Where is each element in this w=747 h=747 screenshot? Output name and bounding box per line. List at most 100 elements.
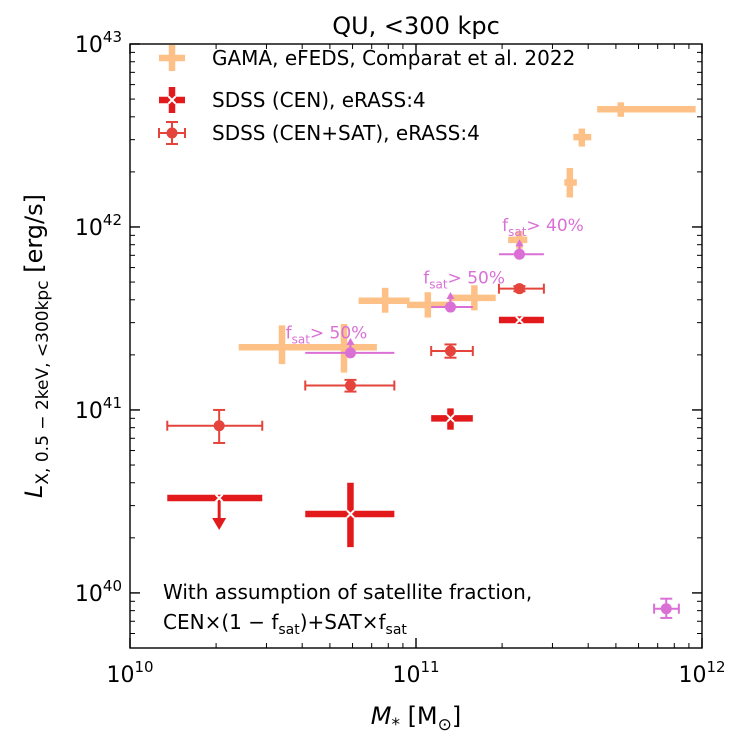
- legend-label: GAMA, eFEDS, Comparat et al. 2022: [212, 46, 575, 70]
- x-axis-label-text: M* [M⊙]: [371, 702, 462, 735]
- annot-value: > 50%: [310, 324, 367, 344]
- data-point-gama: [358, 287, 410, 313]
- data-point-fsat: [431, 292, 473, 313]
- annotations: fsat> 50%fsat> 50%fsat> 40%: [286, 216, 584, 347]
- annot-value: > 50%: [448, 269, 505, 289]
- series-cen: [167, 315, 544, 548]
- x-label-sub: *: [391, 715, 400, 735]
- data-point-gama: [597, 102, 696, 117]
- y-tick-label: 1041: [75, 394, 122, 424]
- tick-base: 10: [75, 33, 103, 58]
- note-seg: CEN×(1 − f: [163, 610, 279, 634]
- y-tick-label: 1042: [75, 211, 122, 241]
- chart-title: QU, <300 kpc: [332, 12, 500, 40]
- data-point-fsat: [498, 239, 544, 260]
- note-sub: sat: [278, 622, 300, 638]
- legend-item-cen: SDSS (CEN), eRASS:4: [159, 87, 426, 113]
- circle-marker: [660, 603, 672, 615]
- lower-limit-arrow: [346, 337, 355, 345]
- circle-marker: [513, 248, 525, 260]
- x-marker: [446, 414, 455, 423]
- circle-marker: [344, 347, 356, 359]
- x-tick-label: 1010: [106, 658, 153, 688]
- data-point-gama: [406, 292, 449, 318]
- data-point-gama: [573, 128, 592, 147]
- series-censat: [166, 283, 545, 444]
- data-point-fsat: [305, 337, 395, 359]
- data-point-cen: [305, 482, 395, 548]
- y-tick-label: 1043: [75, 28, 122, 58]
- x-tick-label: 1012: [678, 658, 725, 688]
- annot-sub: sat: [429, 278, 448, 292]
- tick-exponent: 40: [103, 577, 122, 595]
- tick-base: 10: [392, 663, 420, 688]
- data-point-censat: [166, 408, 264, 444]
- series-fsat: [305, 239, 680, 619]
- data-point-cen: [431, 408, 473, 430]
- tick-base: 10: [106, 663, 134, 688]
- tick-exponent: 42: [103, 211, 122, 229]
- annot-f: f: [286, 324, 293, 344]
- tick-base: 10: [678, 663, 706, 688]
- data-point-censat: [304, 378, 396, 393]
- y-tick-label: 1040: [75, 577, 122, 607]
- x-marker: [515, 315, 524, 325]
- annot-f: f: [423, 269, 430, 289]
- data-point-censat: [430, 343, 474, 359]
- y-label-sub: X, 0.5 − 2keV, <300kpc: [33, 280, 53, 484]
- legend-item-censat: SDSS (CEN+SAT), eRASS:4: [158, 121, 480, 145]
- tick-exponent: 43: [103, 28, 122, 46]
- x-axis-label: M* [M⊙]: [371, 702, 462, 735]
- lower-limit-arrow: [515, 239, 524, 247]
- data-point-cen: [498, 315, 544, 325]
- data-point-gama: [316, 323, 377, 373]
- y-label-unit: [erg/s]: [20, 194, 48, 280]
- x-tick-label: 1011: [392, 658, 439, 688]
- data-point-gama: [564, 168, 577, 198]
- y-axis-label: LX, 0.5 − 2keV, <300kpc [erg/s]: [20, 194, 53, 498]
- y-label-base: L: [20, 485, 48, 498]
- circle-marker: [513, 283, 525, 295]
- x-label-base: M: [371, 702, 392, 730]
- data-marks: [166, 102, 696, 619]
- y-axis-label-text: LX, 0.5 − 2keV, <300kpc [erg/s]: [20, 194, 53, 498]
- circle-marker: [444, 345, 456, 357]
- tick-base: 10: [75, 399, 103, 424]
- data-point-censat: [497, 283, 545, 295]
- legend-item-gama: GAMA, eFEDS, Comparat et al. 2022: [159, 45, 575, 71]
- legend: GAMA, eFEDS, Comparat et al. 2022 SDSS (C…: [158, 45, 575, 145]
- circle-marker: [213, 420, 225, 432]
- note-sub: sat: [386, 622, 408, 638]
- data-point-fsat: [653, 597, 680, 619]
- data-point-gama: [238, 325, 323, 365]
- lower-limit-arrow: [446, 292, 455, 300]
- x-label-unit-sub: ⊙: [438, 715, 452, 735]
- data-point-cen: [167, 493, 263, 531]
- note-seg: )+SAT×f: [300, 610, 387, 634]
- fsat-annotation: fsat> 40%: [502, 216, 584, 239]
- note-line-1: With assumption of satellite fraction,: [163, 580, 532, 604]
- annot-sub: sat: [508, 225, 527, 239]
- x-label-unit: [M: [400, 702, 438, 730]
- annot-f: f: [502, 216, 509, 236]
- legend-x-marker: [167, 95, 177, 105]
- note-line-2: CEN×(1 − fsat)+SAT×fsat: [163, 610, 407, 638]
- note-text: With assumption of satellite fraction, CE…: [163, 580, 532, 638]
- data-point-gama: [448, 285, 496, 311]
- annot-value: > 40%: [526, 216, 583, 236]
- tick-exponent: 10: [134, 658, 153, 676]
- legend-circle: [166, 127, 178, 139]
- tick-exponent: 11: [420, 658, 439, 676]
- tick-exponent: 12: [706, 658, 725, 676]
- x-label-unit-end: ]: [452, 702, 461, 730]
- legend-label: SDSS (CEN), eRASS:4: [212, 88, 426, 112]
- x-marker: [214, 493, 224, 503]
- annot-sub: sat: [292, 333, 311, 347]
- upper-limit-arrow: [212, 518, 227, 531]
- circle-marker: [444, 301, 456, 313]
- fsat-annotation: fsat> 50%: [286, 324, 368, 347]
- x-marker: [346, 509, 355, 519]
- circle-marker: [344, 380, 356, 392]
